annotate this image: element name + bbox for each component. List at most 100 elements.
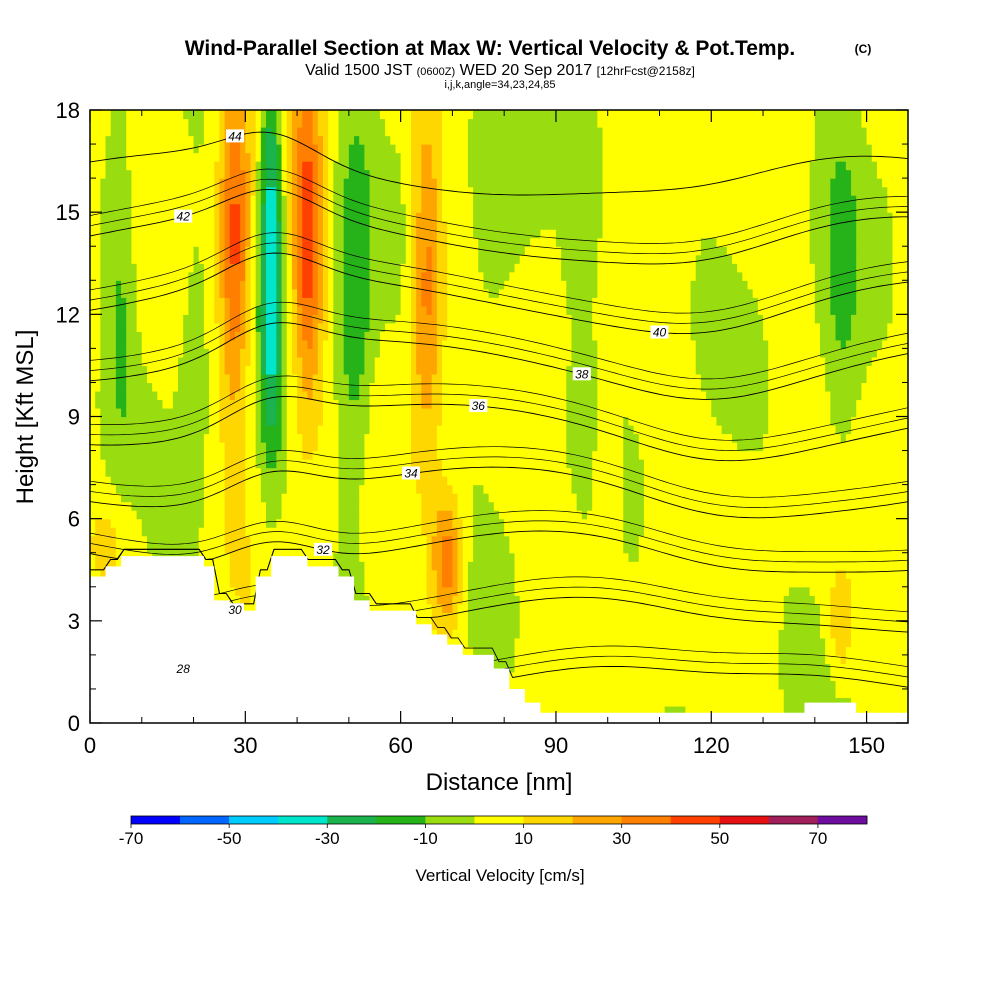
field-cell — [141, 195, 148, 205]
field-cell — [136, 450, 143, 460]
field-cell — [172, 263, 179, 273]
field-cell — [255, 339, 262, 349]
field-cell — [141, 365, 148, 375]
field-cell — [364, 305, 371, 315]
field-cell — [400, 603, 407, 613]
field-cell — [255, 348, 262, 358]
field-cell — [271, 263, 277, 273]
field-cell — [255, 476, 262, 486]
field-cell — [141, 288, 148, 298]
field-cell — [131, 348, 138, 358]
field-cell — [442, 544, 448, 554]
field-cell — [348, 331, 355, 341]
field-cell — [400, 322, 407, 332]
field-cell — [281, 501, 288, 511]
field-cell — [162, 493, 169, 503]
field-cell — [255, 280, 262, 290]
field-cell — [338, 314, 345, 324]
field-cell — [115, 135, 122, 145]
field-cell — [260, 186, 267, 196]
field-cell — [193, 169, 200, 179]
field-cell — [390, 476, 397, 486]
field-cell — [131, 186, 138, 196]
field-cell — [131, 467, 138, 477]
field-cell — [178, 314, 184, 324]
field-cell — [390, 305, 397, 315]
field-cell — [317, 484, 324, 494]
field-cell — [359, 127, 365, 137]
field-cell — [188, 254, 195, 264]
field-cell — [136, 135, 143, 145]
field-cell — [219, 152, 226, 162]
field-cell — [121, 127, 127, 137]
field-cell — [214, 118, 221, 128]
field-cell — [359, 305, 365, 315]
field-cell — [271, 339, 277, 349]
field-cell — [240, 356, 246, 367]
field-cell — [442, 356, 448, 367]
field-cell — [178, 527, 184, 537]
field-cell — [348, 152, 355, 162]
field-cell — [348, 144, 355, 154]
field-cell — [209, 552, 215, 562]
field-cell — [167, 212, 174, 222]
field-cell — [333, 425, 340, 435]
field-cell — [193, 348, 200, 358]
field-cell — [354, 527, 360, 537]
field-cell — [172, 280, 179, 290]
field-cell — [426, 356, 433, 367]
field-cell — [410, 544, 417, 554]
field-cell — [276, 382, 283, 392]
field-cell — [209, 518, 215, 528]
field-cell — [126, 390, 133, 401]
field-cell — [405, 297, 412, 307]
field-cell — [348, 220, 355, 230]
field-cell — [136, 442, 143, 452]
field-cell — [260, 314, 267, 324]
field-cell — [343, 365, 350, 375]
field-cell — [95, 476, 101, 486]
field-cell — [426, 407, 433, 418]
field-cell — [364, 118, 371, 128]
field-cell — [183, 382, 189, 392]
field-cell — [421, 382, 428, 392]
field-cell — [250, 459, 257, 469]
field-cell — [286, 152, 293, 162]
field-cell — [146, 527, 153, 537]
field-cell — [105, 518, 112, 528]
field-cell — [152, 518, 158, 528]
field-cell — [416, 195, 422, 205]
field-cell — [405, 246, 412, 256]
field-cell — [338, 535, 345, 545]
field-cell — [317, 425, 324, 435]
field-cell — [354, 339, 360, 349]
field-cell — [276, 144, 283, 154]
field-cell — [400, 237, 407, 247]
field-cell — [343, 382, 350, 392]
field-cell — [442, 254, 448, 264]
field-cell — [379, 152, 386, 162]
field-cell — [431, 535, 438, 545]
field-cell — [110, 152, 117, 162]
field-cell — [90, 178, 96, 188]
field-cell — [328, 144, 334, 154]
field-cell — [141, 263, 148, 273]
field-cell — [322, 425, 329, 435]
field-cell — [291, 450, 298, 460]
field-cell — [250, 493, 257, 503]
field-cell — [328, 305, 334, 315]
field-cell — [333, 263, 340, 273]
field-cell — [322, 382, 329, 392]
field-cell — [400, 416, 407, 426]
field-cell — [245, 467, 252, 477]
field-cell — [198, 237, 205, 247]
field-cell — [374, 331, 381, 341]
field-cell — [193, 212, 200, 222]
field-cell — [400, 433, 407, 443]
field-cell — [395, 305, 402, 315]
field-cell — [421, 433, 428, 443]
field-cell — [167, 467, 174, 477]
field-cell — [276, 220, 283, 230]
field-cell — [405, 544, 412, 554]
field-cell — [209, 186, 215, 196]
